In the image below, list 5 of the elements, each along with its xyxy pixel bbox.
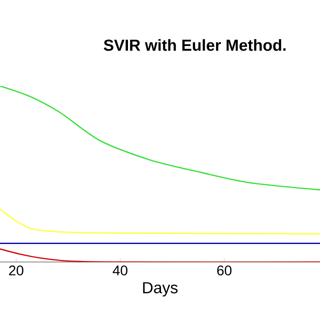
- x-tick-label: 40: [112, 266, 128, 276]
- chart-title: SVIR with Euler Method.: [104, 39, 286, 51]
- x-tick-label: 60: [217, 266, 232, 276]
- x-tick-label: 20: [9, 266, 24, 276]
- x-axis-title: Days: [143, 282, 178, 297]
